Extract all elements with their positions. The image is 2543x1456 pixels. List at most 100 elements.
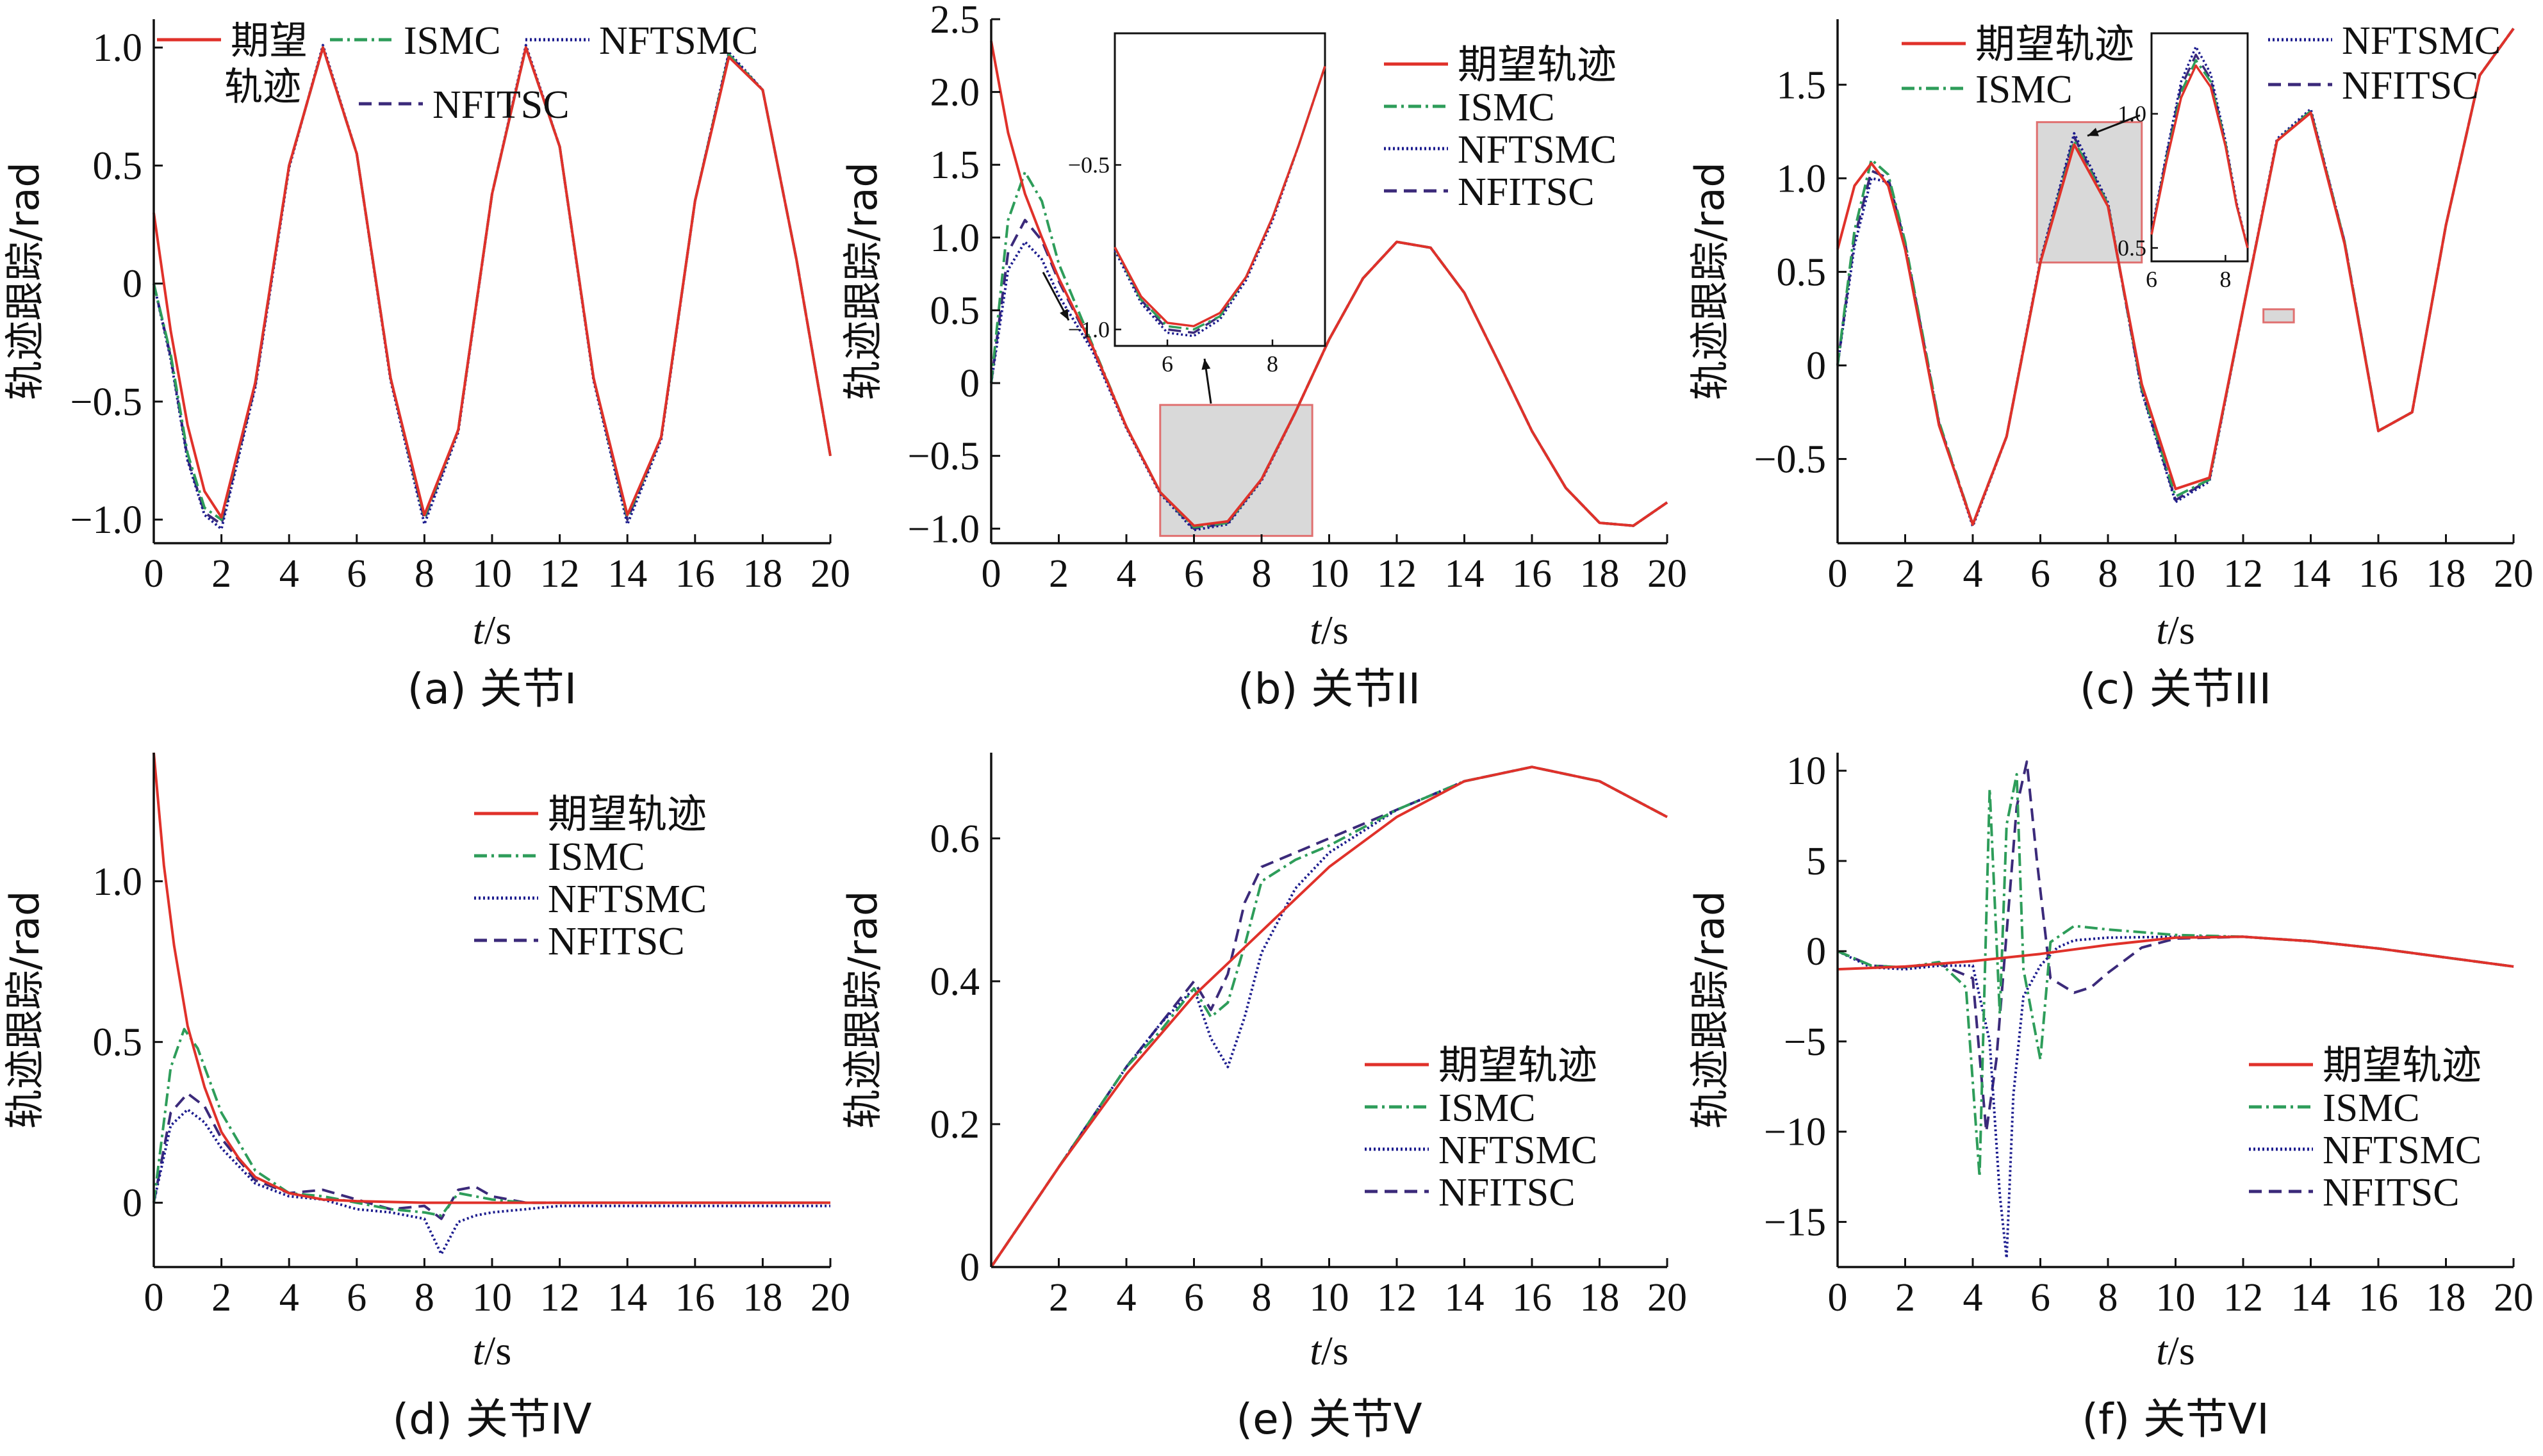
- zoom-arrow-head: [1060, 309, 1069, 320]
- legend-label-desired: 期望轨迹: [224, 19, 308, 110]
- legend-label-nftsmc: NFTSMC: [599, 19, 758, 63]
- y-tick-label: 0: [1806, 930, 1826, 974]
- x-tick-label: 18: [1580, 1276, 1620, 1320]
- legend-label-desired: 期望轨迹: [1458, 41, 1617, 88]
- x-tick-label: 20: [2494, 1276, 2533, 1320]
- panel-caption: (f) 关节VI: [2082, 1395, 2269, 1444]
- legend-label-nfitsc: NFITSC: [1458, 170, 1595, 214]
- y-tick-label: 0.5: [93, 1021, 143, 1065]
- y-tick-label: 0.5: [93, 144, 143, 188]
- zoom-region-box: [2036, 121, 2143, 264]
- y-tick-label: 0.2: [930, 1103, 980, 1147]
- x-tick-label: 12: [1377, 552, 1417, 596]
- inset-b-series-ismc: [1114, 65, 1326, 331]
- inset-frame: [2150, 32, 2249, 263]
- legend-label-nfitsc: NFITSC: [548, 920, 685, 963]
- panel-a-series-desired: [152, 46, 832, 519]
- y-tick-label: 0: [960, 362, 980, 405]
- x-tick-label: 10: [472, 552, 512, 596]
- x-tick-label: 10: [1310, 552, 1349, 596]
- y-axis-label: 轨迹跟踪/rad: [1, 162, 48, 400]
- legend-label-ismc: ISMC: [1438, 1086, 1536, 1130]
- x-tick-label: 2: [211, 1276, 231, 1320]
- inset-y-tick-label: 0.5: [2118, 235, 2146, 261]
- legend: 期望轨迹 ISMC NFTSMC NFITSC: [157, 19, 758, 127]
- panel-e-series-desired: [990, 765, 1668, 1268]
- x-tick-label: 6: [2030, 552, 2050, 596]
- y-tick-label: 0.5: [930, 289, 980, 332]
- y-tick-label: 1.5: [930, 143, 980, 187]
- inset-x-tick-label: 8: [1267, 351, 1278, 377]
- x-tick-label: 12: [2223, 1276, 2263, 1320]
- x-tick-label: 12: [540, 552, 580, 596]
- x-tick-label: 6: [1184, 552, 1204, 596]
- x-axis-label: t/s: [473, 607, 511, 653]
- panel-d-series-desired: [152, 752, 830, 1204]
- panel-caption: (e) 关节V: [1236, 1395, 1422, 1444]
- x-tick-label: 16: [1512, 1276, 1552, 1320]
- legend-label-ismc: ISMC: [1458, 86, 1555, 129]
- legend-label-ismc: ISMC: [404, 19, 501, 63]
- x-tick-label: 0: [144, 552, 164, 596]
- inset-y-tick-label: −1.0: [1068, 316, 1110, 342]
- y-axis-label: 轨迹跟踪/rad: [1, 891, 48, 1129]
- x-tick-label: 14: [1445, 1276, 1485, 1320]
- x-tick-label: 6: [347, 1276, 366, 1320]
- x-axis-label: t/s: [473, 1328, 511, 1373]
- legend-label-desired: 期望轨迹: [1438, 1042, 1597, 1088]
- legend-label-nfitsc: NFITSC: [1438, 1171, 1576, 1215]
- x-tick-label: 16: [675, 1276, 715, 1320]
- y-tick-label: −0.5: [908, 435, 980, 479]
- x-axis-label: t/s: [2156, 1328, 2194, 1373]
- panel-e-series-nftsmc: [990, 765, 1668, 1268]
- panel-e-series-nfitsc: [990, 765, 1668, 1268]
- panel-b-series-nfitsc: [990, 218, 1668, 530]
- y-tick-label: −10: [1764, 1111, 1826, 1154]
- x-tick-label: 6: [1184, 1276, 1204, 1320]
- legend-label-nfitsc: NFITSC: [2323, 1171, 2460, 1215]
- x-tick-label: 4: [279, 1276, 299, 1320]
- legend-label-desired: 期望轨迹: [1975, 20, 2134, 67]
- x-tick-label: 4: [1963, 1276, 1983, 1320]
- y-tick-label: 0: [1806, 344, 1826, 388]
- x-tick-label: 14: [607, 1276, 647, 1320]
- panel-caption: (a) 关节I: [407, 664, 577, 714]
- x-tick-label: 8: [415, 552, 434, 596]
- inset-c-series-desired: [2150, 64, 2249, 249]
- x-tick-label: 2: [211, 552, 231, 596]
- panel-e: 2 4 6 8 10 12 14 16 18 20 0 0.2 0.4 0.6 t/s 轨迹跟踪/rad (e)…: [839, 753, 1687, 1444]
- x-tick-label: 12: [1377, 1276, 1417, 1320]
- x-tick-label: 0: [144, 1276, 164, 1320]
- x-tick-label: 4: [1963, 552, 1983, 596]
- y-tick-label: −0.5: [1754, 438, 1826, 482]
- zoom-marker-box: [2262, 308, 2295, 323]
- y-tick-label: 1.5: [1777, 63, 1827, 107]
- x-tick-label: 16: [1512, 552, 1552, 596]
- y-tick-label: 1.0: [1777, 157, 1827, 200]
- inset-b-series-nftsmc: [1114, 65, 1326, 338]
- x-tick-label: 16: [2358, 1276, 2398, 1320]
- x-tick-label: 16: [2358, 552, 2398, 596]
- y-tick-label: 1.0: [930, 217, 980, 260]
- legend-label-nfitsc: NFITSC: [432, 83, 570, 127]
- x-tick-label: 6: [347, 552, 366, 596]
- y-tick-label: −5: [1784, 1020, 1826, 1064]
- inset-b-series-desired: [1114, 65, 1326, 327]
- y-tick-label: −1.0: [908, 507, 980, 551]
- x-tick-label: 16: [675, 552, 715, 596]
- x-tick-label: 18: [743, 1276, 782, 1320]
- legend-label-ismc: ISMC: [2323, 1086, 2420, 1130]
- x-tick-label: 10: [472, 1276, 512, 1320]
- x-tick-label: 20: [811, 1276, 850, 1320]
- legend-label-nftsmc: NFTSMC: [2342, 19, 2501, 63]
- x-tick-label: 0: [1828, 1276, 1848, 1320]
- x-tick-label: 4: [279, 552, 299, 596]
- y-tick-label: 0: [960, 1246, 980, 1289]
- x-tick-label: 18: [2426, 1276, 2466, 1320]
- y-tick-label: 0: [122, 1182, 142, 1225]
- panel-d-series-nfitsc: [152, 1092, 830, 1220]
- panel-a: 0 2 4 6 8 10 12 14 16 18 20 −1.0 −0.5 0 0.5 1.0 t/s 轨迹跟踪/…: [1, 19, 850, 714]
- x-tick-label: 14: [1445, 552, 1485, 596]
- legend-label-ismc: ISMC: [548, 835, 645, 879]
